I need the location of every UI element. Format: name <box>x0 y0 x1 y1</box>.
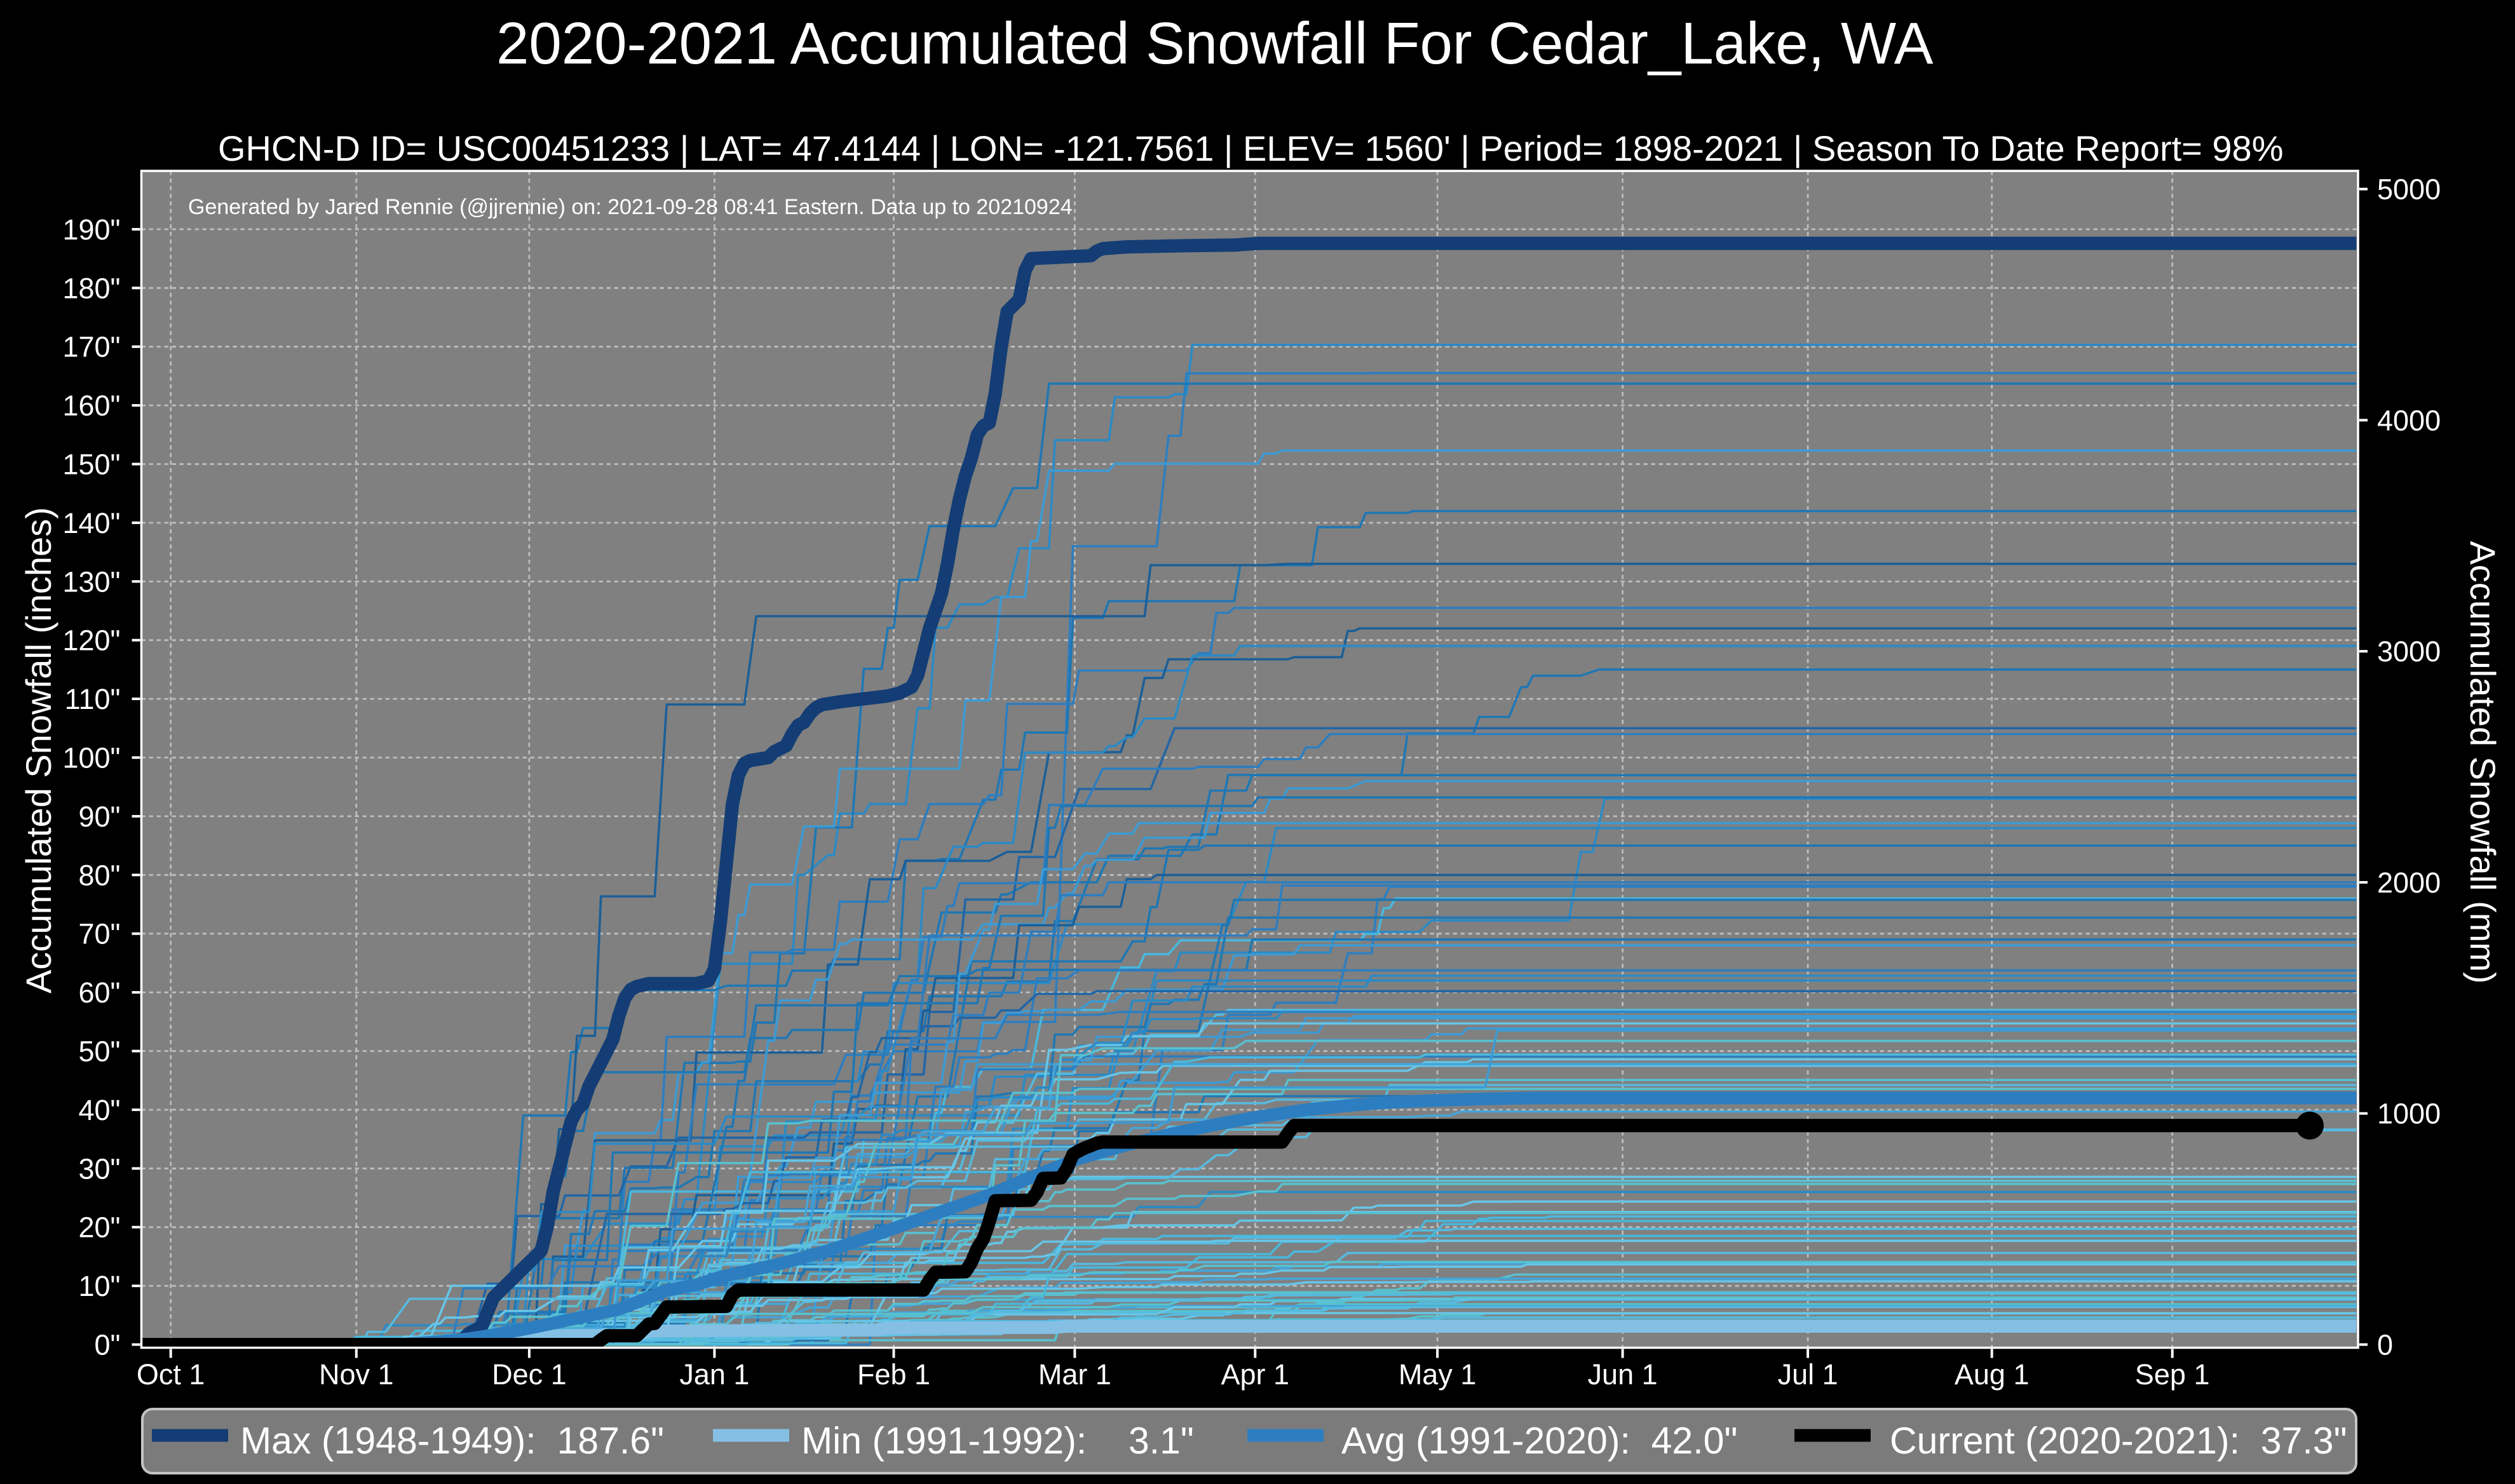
svg-text:Accumulated Snowfall (mm): Accumulated Snowfall (mm) <box>2463 541 2503 983</box>
svg-text:Nov 1: Nov 1 <box>319 1358 394 1391</box>
svg-text:4000: 4000 <box>2377 404 2441 436</box>
svg-text:Oct 1: Oct 1 <box>137 1358 205 1391</box>
svg-text:Mar 1: Mar 1 <box>1038 1358 1111 1391</box>
svg-text:70": 70" <box>78 918 120 950</box>
svg-text:160": 160" <box>62 389 120 422</box>
svg-text:2020-2021 Accumulated Snowfall: 2020-2021 Accumulated Snowfall For Cedar… <box>496 10 1934 76</box>
svg-text:1000: 1000 <box>2377 1098 2441 1130</box>
svg-text:5000: 5000 <box>2377 173 2441 206</box>
svg-text:2000: 2000 <box>2377 867 2441 899</box>
svg-text:140": 140" <box>62 507 120 539</box>
svg-text:Apr 1: Apr 1 <box>1221 1358 1290 1391</box>
svg-text:Min (1991-1992): 3.1": Min (1991-1992): 3.1" <box>801 1420 1194 1462</box>
svg-text:3000: 3000 <box>2377 635 2441 668</box>
svg-text:0": 0" <box>94 1329 120 1361</box>
svg-text:Max (1948-1949): 187.6": Max (1948-1949): 187.6" <box>240 1420 664 1462</box>
svg-text:80": 80" <box>78 859 120 891</box>
svg-text:Jan 1: Jan 1 <box>679 1358 749 1391</box>
svg-text:Dec 1: Dec 1 <box>492 1358 567 1391</box>
svg-text:30": 30" <box>78 1152 120 1185</box>
svg-text:Avg (1991-2020): 42.0": Avg (1991-2020): 42.0" <box>1341 1420 1737 1462</box>
svg-text:10": 10" <box>78 1270 120 1302</box>
svg-text:Current (2020-2021): 37.3": Current (2020-2021): 37.3" <box>1890 1420 2347 1462</box>
svg-text:0: 0 <box>2377 1329 2393 1361</box>
svg-text:Jun 1: Jun 1 <box>1588 1358 1658 1391</box>
svg-text:120": 120" <box>62 624 120 657</box>
svg-text:90": 90" <box>78 800 120 833</box>
svg-text:180": 180" <box>62 272 120 304</box>
svg-text:Accumulated Snowfall (inches): Accumulated Snowfall (inches) <box>18 507 58 994</box>
svg-text:Generated by Jared Rennie (@jj: Generated by Jared Rennie (@jjrennie) on… <box>188 195 1073 219</box>
svg-text:Aug 1: Aug 1 <box>1955 1358 2030 1391</box>
svg-text:40": 40" <box>78 1094 120 1126</box>
svg-text:20": 20" <box>78 1211 120 1244</box>
svg-text:Sep 1: Sep 1 <box>2135 1358 2210 1391</box>
svg-text:GHCN-D ID= USC00451233 | LAT=: GHCN-D ID= USC00451233 | LAT= 47.4144 | … <box>218 128 2284 168</box>
svg-text:170": 170" <box>62 331 120 363</box>
svg-text:150": 150" <box>62 449 120 481</box>
svg-text:Feb 1: Feb 1 <box>857 1358 930 1391</box>
svg-text:110": 110" <box>65 683 121 715</box>
svg-text:100": 100" <box>62 742 120 774</box>
svg-text:190": 190" <box>62 213 120 246</box>
svg-text:May 1: May 1 <box>1399 1358 1477 1391</box>
svg-text:60": 60" <box>78 976 120 1009</box>
svg-text:130": 130" <box>62 565 120 598</box>
svg-text:Jul 1: Jul 1 <box>1778 1358 1838 1391</box>
svg-text:50": 50" <box>78 1035 120 1068</box>
